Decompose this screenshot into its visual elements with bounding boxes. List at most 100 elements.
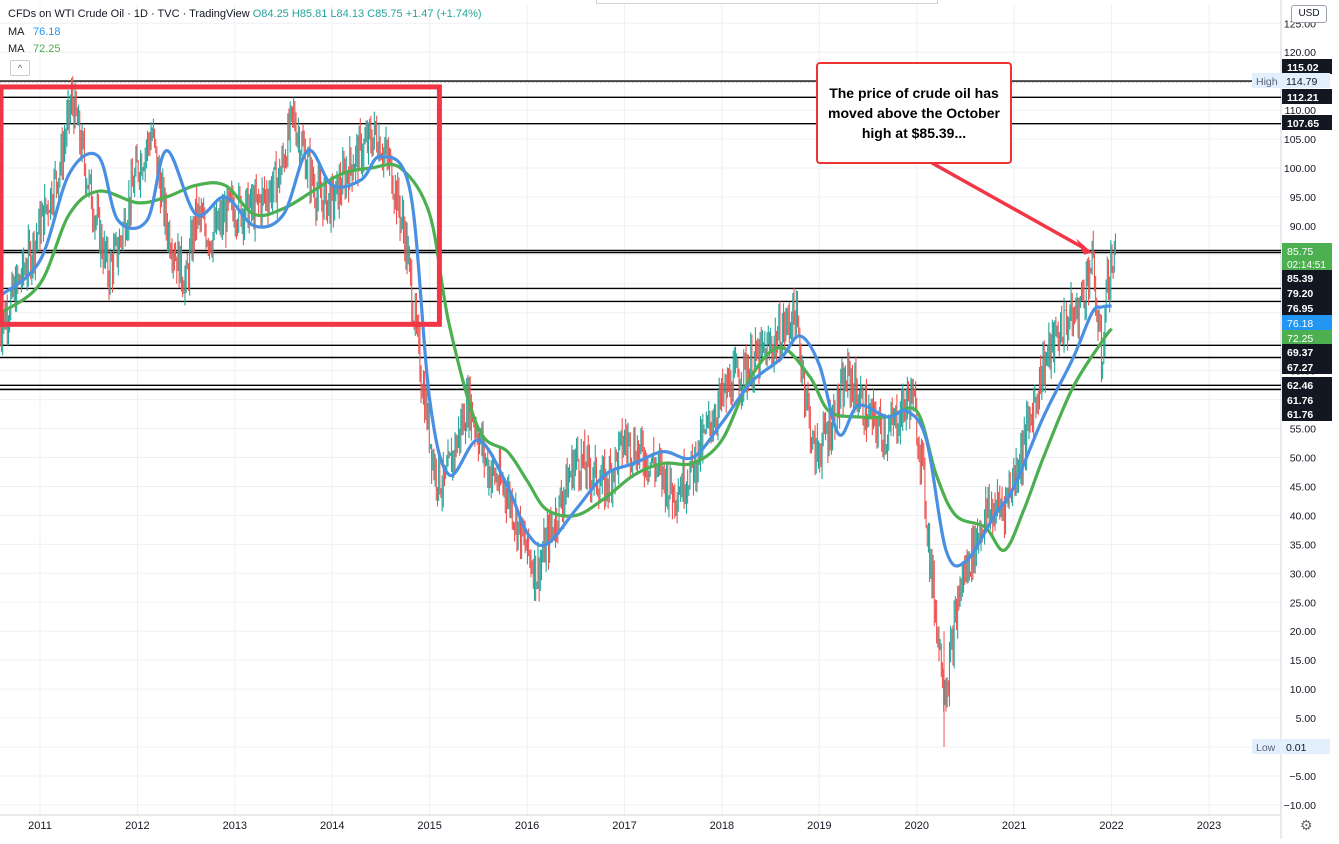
annotation-text: The price of crude oil has moved above t… bbox=[828, 85, 1000, 141]
price-label-text: 85.75 bbox=[1287, 246, 1313, 258]
price-axis-label: 112.21 bbox=[1282, 89, 1332, 104]
price-axis-label: 115.02 bbox=[1282, 59, 1332, 74]
x-tick-label: 2022 bbox=[1099, 820, 1123, 832]
ma-slow-line bbox=[0, 162, 1113, 552]
price-label-bg bbox=[1282, 285, 1332, 300]
symbol-title: CFDs on WTI Crude Oil · 1D · TVC · Tradi… bbox=[8, 8, 250, 20]
y-tick-label: 120.00 bbox=[1284, 47, 1316, 59]
price-axis-label: 85.39 bbox=[1282, 270, 1332, 285]
price-label-bg bbox=[1282, 300, 1332, 315]
price-label-prefix: High bbox=[1256, 76, 1278, 88]
price-label-text: 85.39 bbox=[1287, 273, 1313, 285]
price-axis-label: 76.18 bbox=[1282, 315, 1332, 330]
ohlc-open: O84.25 bbox=[252, 8, 289, 20]
highlight-box bbox=[0, 84, 442, 327]
y-tick-label: 25.00 bbox=[1290, 597, 1316, 609]
annotation-arrow-head bbox=[1076, 238, 1093, 255]
price-axis-label: 61.76 bbox=[1282, 392, 1332, 407]
currency-button[interactable]: USD bbox=[1291, 5, 1327, 23]
price-label-bg bbox=[1282, 377, 1332, 392]
symbol-legend[interactable]: CFDs on WTI Crude Oil · 1D · TVC · Tradi… bbox=[8, 8, 482, 20]
price-label-bg bbox=[1282, 315, 1332, 330]
y-tick-label: 50.00 bbox=[1290, 453, 1316, 465]
x-tick-label: 2023 bbox=[1197, 820, 1221, 832]
ohlc-low: L84.13 bbox=[330, 8, 365, 20]
y-tick-label: 35.00 bbox=[1290, 539, 1316, 551]
price-label-bg bbox=[1282, 59, 1332, 74]
ma-fast-label: MA bbox=[8, 26, 24, 38]
price-label-text: 107.65 bbox=[1287, 118, 1319, 130]
ma-legend-slow[interactable]: MA 72.25 bbox=[8, 43, 61, 55]
price-axis-label: 67.27 bbox=[1282, 359, 1332, 374]
y-tick-label: 100.00 bbox=[1284, 163, 1316, 175]
x-tick-label: 2017 bbox=[612, 820, 636, 832]
x-tick-label: 2014 bbox=[320, 820, 344, 832]
top-dropdown-panel bbox=[596, 0, 938, 4]
gear-icon[interactable]: ⚙ bbox=[1300, 817, 1313, 833]
y-tick-label: 55.00 bbox=[1290, 424, 1316, 436]
price-axis-label: 76.95 bbox=[1282, 300, 1332, 315]
price-axis-label: 79.20 bbox=[1282, 285, 1332, 300]
countdown-text: 02:14:51 bbox=[1287, 260, 1326, 271]
price-axis-label: 85.75 02:14:51 bbox=[1282, 243, 1332, 271]
price-label-text: 76.95 bbox=[1287, 303, 1313, 315]
x-tick-label: 2020 bbox=[905, 820, 929, 832]
annotation-callout[interactable]: The price of crude oil has moved above t… bbox=[816, 62, 1012, 164]
y-tick-label: 90.00 bbox=[1290, 221, 1316, 233]
y-tick-label: 40.00 bbox=[1290, 510, 1316, 522]
y-tick-label: 10.00 bbox=[1290, 684, 1316, 696]
price-label-bg bbox=[1282, 89, 1332, 104]
y-tick-label: 20.00 bbox=[1290, 626, 1316, 638]
price-label-text: 114.79 bbox=[1286, 76, 1317, 88]
price-label-bg bbox=[1282, 406, 1332, 421]
y-tick-label: 45.00 bbox=[1290, 481, 1316, 493]
price-axis-label: 72.25 bbox=[1282, 330, 1332, 345]
price-axis-label: 69.37 bbox=[1282, 344, 1332, 359]
y-tick-label: 30.00 bbox=[1290, 568, 1316, 580]
price-label-bg bbox=[1252, 73, 1330, 88]
x-tick-label: 2011 bbox=[28, 820, 52, 832]
price-label-bg bbox=[1282, 270, 1332, 285]
annotation-arrow-line bbox=[931, 161, 1084, 250]
y-tick-label: 15.00 bbox=[1290, 655, 1316, 667]
y-tick-label: 5.00 bbox=[1296, 713, 1317, 725]
x-tick-label: 2021 bbox=[1002, 820, 1026, 832]
price-axis-label: High 114.79 bbox=[1252, 73, 1330, 88]
x-tick-label: 2018 bbox=[710, 820, 734, 832]
price-label-text: 62.46 bbox=[1287, 380, 1313, 392]
price-label-bg bbox=[1282, 344, 1332, 359]
ma-slow-label: MA bbox=[8, 43, 24, 55]
price-label-bg bbox=[1282, 359, 1332, 374]
x-tick-label: 2013 bbox=[223, 820, 247, 832]
price-label-text: 61.76 bbox=[1287, 395, 1313, 407]
price-label-text: 79.20 bbox=[1287, 288, 1313, 300]
price-label-bg bbox=[1282, 243, 1332, 271]
chevron-up-icon[interactable]: ^ bbox=[10, 60, 30, 76]
price-label-bg bbox=[1282, 392, 1332, 407]
price-axis-label: 107.65 bbox=[1282, 115, 1332, 130]
x-tick-label: 2016 bbox=[515, 820, 539, 832]
x-tick-label: 2019 bbox=[807, 820, 831, 832]
price-label-text: 76.18 bbox=[1287, 318, 1313, 330]
price-label-bg bbox=[1282, 330, 1332, 345]
price-axis-label: 62.46 bbox=[1282, 377, 1332, 392]
x-tick-label: 2012 bbox=[125, 820, 149, 832]
price-label-text: 0.01 bbox=[1286, 742, 1307, 754]
ohlc-close: C85.75 bbox=[367, 8, 403, 20]
ohlc-high: H85.81 bbox=[291, 8, 328, 20]
ma-fast-line bbox=[0, 148, 1112, 568]
ma-fast-value: 76.18 bbox=[32, 26, 61, 38]
price-label-text: 72.25 bbox=[1287, 333, 1313, 345]
y-tick-label: 110.00 bbox=[1285, 105, 1316, 117]
price-axis-label: Low 0.01 bbox=[1252, 739, 1330, 754]
y-tick-label: −5.00 bbox=[1289, 771, 1316, 783]
price-label-text: 115.02 bbox=[1287, 62, 1319, 74]
price-label-text: 67.27 bbox=[1287, 362, 1313, 374]
y-tick-label: 105.00 bbox=[1284, 134, 1316, 146]
price-label-prefix: Low bbox=[1256, 742, 1276, 754]
ma-slow-value: 72.25 bbox=[32, 43, 61, 55]
ma-legend-fast[interactable]: MA 76.18 bbox=[8, 26, 61, 38]
y-tick-label: 95.00 bbox=[1290, 192, 1316, 204]
